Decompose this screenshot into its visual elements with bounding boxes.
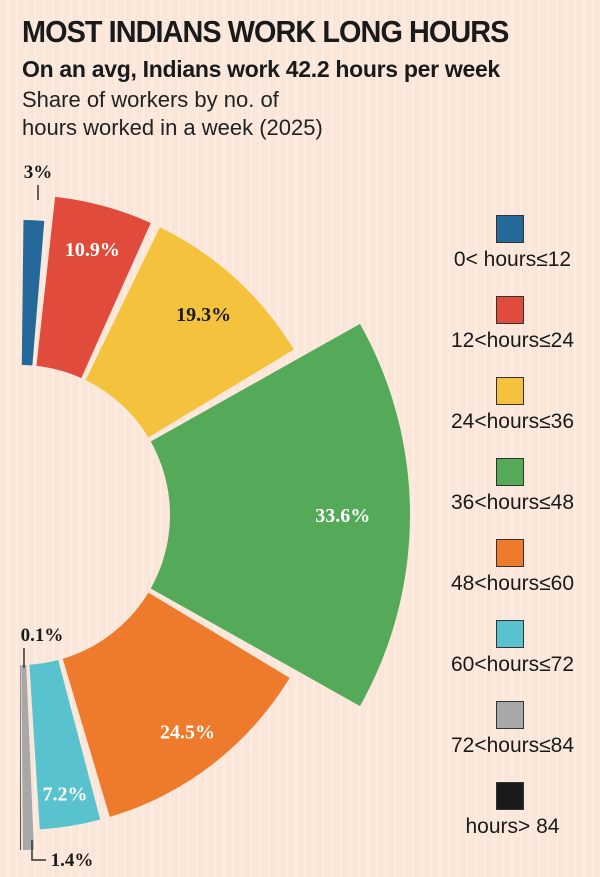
slices-group [20, 196, 411, 850]
legend-label: 24<hours≤36 [450, 410, 575, 433]
legend-item-60-hours-72: 60<hours≤72 [430, 620, 595, 700]
slice-36-hours-48 [150, 323, 411, 707]
slice-label-72-hours-84: 1.4% [51, 850, 94, 871]
legend-item-24-hours-36: 24<hours≤36 [430, 377, 595, 457]
legend-item-36-hours-48: 36<hours≤48 [430, 458, 595, 538]
chart-subtitle: On an avg, Indians work 42.2 hours per w… [22, 56, 500, 82]
legend-swatch [496, 296, 524, 324]
legend-item-12-hours-24: 12<hours≤24 [430, 296, 595, 376]
legend-swatch [496, 377, 524, 405]
description-line-1: Share of workers by no. of [22, 87, 279, 112]
slice-label-12-hours-24: 10.9% [65, 239, 120, 261]
slice-label-36-hours-48: 33.6% [315, 505, 370, 527]
legend-swatch [496, 215, 524, 243]
slice-label-60-hours-72: 7.2% [42, 783, 87, 805]
chart-title: MOST INDIANS WORK LONG HOURS [22, 14, 509, 49]
slice-0-hours-12 [21, 220, 45, 366]
legend-label: 0< hours≤12 [453, 248, 572, 271]
chart-description: Share of workers by no. of hours worked … [22, 86, 442, 142]
legend-swatch [496, 539, 524, 567]
legend-item-48-hours-60: 48<hours≤60 [430, 539, 595, 619]
legend-label: 60<hours≤72 [450, 653, 575, 676]
slice-60-hours-72 [29, 660, 101, 830]
legend-swatch [496, 620, 524, 648]
legend-label: 12<hours≤24 [450, 329, 575, 352]
slice-label-0-hours-12: 3% [24, 162, 53, 183]
legend-label: 72<hours≤84 [450, 734, 575, 757]
legend-swatch [496, 458, 524, 486]
slice-label-24-hours-36: 19.3% [176, 304, 231, 326]
slice-24-hours-36 [85, 227, 294, 438]
slice-72-hours-84 [21, 664, 34, 850]
legend-label: 36<hours≤48 [450, 491, 575, 514]
slice-label-48-hours-60: 24.5% [160, 722, 215, 744]
slice-labels-group: 3% 10.9% 19.3% 33.6% 24.5% 7.2% 1.4% 0.1% [21, 162, 371, 871]
legend-swatch [496, 782, 524, 810]
leader-lines-group [23, 185, 46, 861]
legend-label: 48<hours≤60 [450, 572, 575, 595]
slice-48-hours-60 [62, 592, 290, 817]
legend-label: hours> 84 [465, 815, 560, 838]
slice-12-hours-24 [36, 196, 151, 379]
legend-item-0-hours-12: 0< hours≤12 [430, 215, 595, 295]
leader-line-72-84 [31, 840, 46, 861]
slice-hours-84 [20, 664, 21, 850]
legend-item-72-hours-84: 72<hours≤84 [430, 701, 595, 781]
description-line-2: hours worked in a week (2025) [22, 115, 323, 140]
slice-label-hours-84: 0.1% [21, 625, 64, 646]
legend-swatch [496, 701, 524, 729]
legend-item-hours-84: hours> 84 [430, 782, 595, 862]
